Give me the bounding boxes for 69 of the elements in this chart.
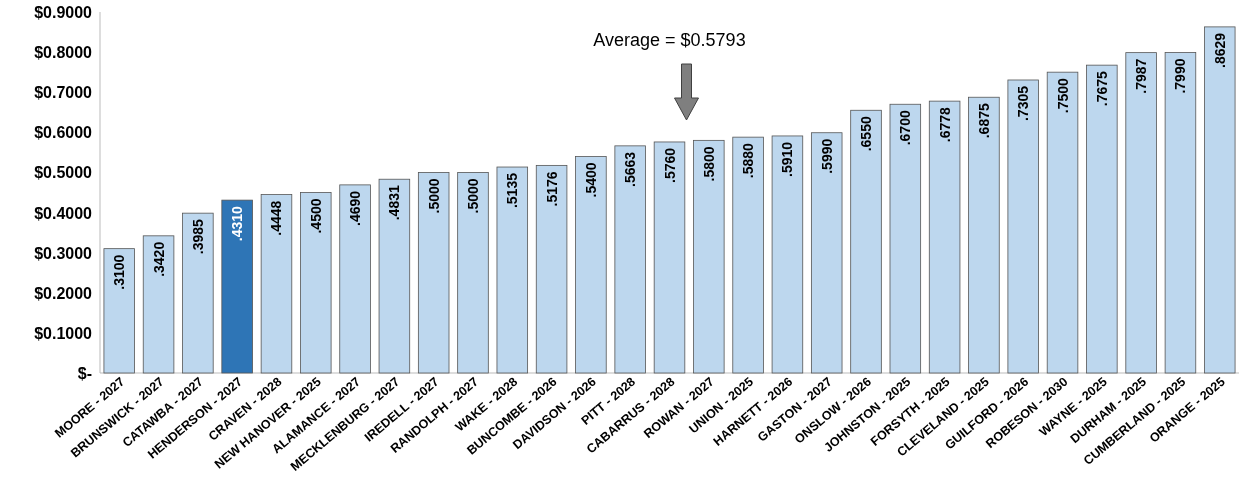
bar (378, 178, 411, 374)
bar (260, 194, 293, 374)
data-label: .4500 (307, 198, 324, 234)
y-tick-label: $0.3000 (34, 244, 93, 262)
bar (693, 139, 725, 374)
data-label: .5176 (543, 171, 560, 207)
data-label: .5663 (622, 151, 639, 187)
data-label: .3985 (189, 218, 206, 255)
bar (889, 103, 922, 374)
bar (457, 172, 489, 374)
bar (575, 156, 607, 374)
data-label: .4831 (386, 185, 403, 221)
bar (417, 172, 450, 374)
bar (771, 135, 804, 374)
data-label: .7675 (1093, 70, 1110, 107)
data-label: .5910 (779, 141, 796, 177)
data-label: .8629 (1211, 32, 1228, 68)
data-label: .6700 (897, 110, 914, 146)
data-label: .6550 (858, 116, 875, 152)
bar (535, 164, 568, 374)
data-label: .7305 (1015, 85, 1032, 122)
bar (103, 248, 135, 374)
data-label: .3100 (111, 254, 128, 290)
y-tick-label: $0.5000 (34, 164, 93, 182)
y-tick-label: $0.9000 (34, 4, 93, 21)
bar (810, 132, 843, 374)
bar (300, 192, 332, 374)
bar (850, 109, 882, 374)
bar (1164, 52, 1197, 374)
data-label: .5990 (818, 138, 835, 174)
y-tick-label: $0.7000 (34, 84, 93, 102)
bar (182, 212, 214, 374)
bar (1046, 71, 1079, 374)
data-label: .7500 (1054, 77, 1071, 114)
annotation: Average = $0.5793 (593, 30, 746, 50)
bar (1204, 26, 1236, 374)
bar (221, 199, 253, 374)
data-label: .6778 (936, 106, 953, 143)
bar (496, 166, 529, 374)
data-label: .4448 (268, 200, 285, 236)
bar (968, 96, 1000, 374)
data-label: .3420 (150, 241, 167, 277)
data-label: .5880 (740, 142, 757, 179)
data-label: .7990 (1172, 58, 1189, 94)
data-label: .4690 (347, 190, 364, 226)
data-label: .5000 (425, 178, 442, 214)
data-label: .5800 (700, 146, 717, 182)
data-label: .5760 (661, 147, 678, 184)
data-label: .5135 (504, 172, 521, 209)
y-tick-label: $- (77, 365, 92, 382)
bar (1086, 64, 1118, 374)
y-tick-label: $0.8000 (34, 44, 93, 62)
data-label: .6875 (975, 103, 992, 139)
data-label: .5400 (582, 162, 599, 198)
y-tick-label: $0.2000 (34, 284, 93, 302)
y-tick-label: $0.4000 (34, 204, 93, 222)
bar (732, 136, 764, 374)
y-tick-label: $0.6000 (34, 124, 93, 142)
data-label: .7987 (1133, 58, 1150, 94)
data-label: .5000 (464, 178, 481, 214)
data-label: .4310 (229, 205, 246, 242)
y-tick-label: $0.1000 (34, 324, 93, 342)
bar (339, 184, 371, 374)
bar (653, 141, 686, 374)
bar (1007, 79, 1039, 374)
bar (1125, 52, 1157, 374)
bar (142, 235, 175, 374)
bar (928, 100, 961, 374)
bar (614, 145, 646, 374)
